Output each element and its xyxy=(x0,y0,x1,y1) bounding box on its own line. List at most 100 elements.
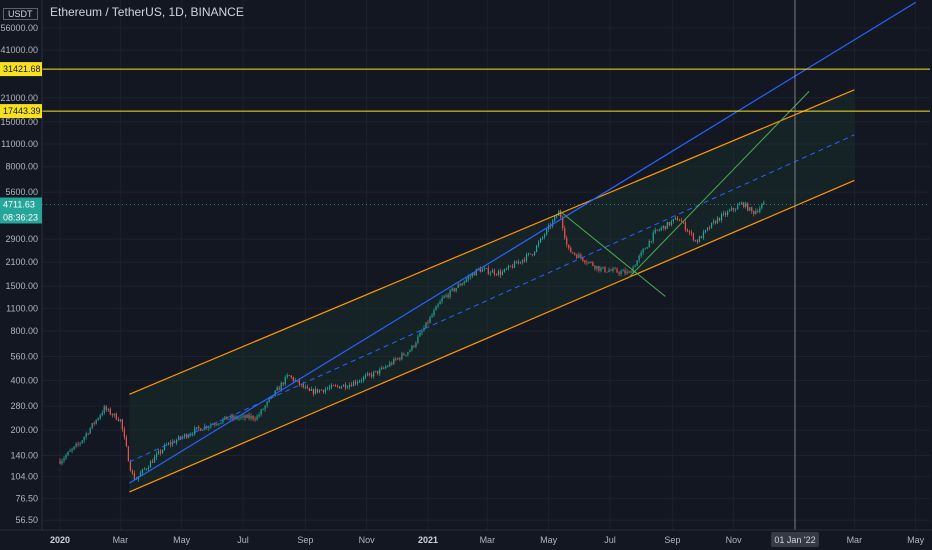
candle-body xyxy=(710,222,713,229)
candle-body xyxy=(161,449,164,453)
candle-body xyxy=(314,388,316,394)
candlestick-series xyxy=(59,200,765,482)
time-tick-label: Nov xyxy=(359,535,376,545)
channel-fill xyxy=(129,89,855,492)
candle-body xyxy=(326,388,329,390)
candle-body xyxy=(459,284,461,286)
candle-body xyxy=(145,468,148,470)
candle-body xyxy=(495,274,497,276)
candle-body xyxy=(622,270,624,272)
candle-body xyxy=(328,387,331,389)
time-tick-label: Sep xyxy=(664,535,680,545)
candle-body xyxy=(578,254,580,258)
candle-body xyxy=(310,389,312,391)
candle-body xyxy=(292,377,294,381)
candle-body xyxy=(501,271,504,276)
candle-body xyxy=(670,221,672,226)
candle-body xyxy=(397,358,399,360)
candle-body xyxy=(363,377,365,381)
candle-body xyxy=(393,358,395,365)
candle-body xyxy=(509,265,512,267)
price-tags: 31421.68 17443.39 4711.63 08:36:23 xyxy=(0,62,42,224)
candle-body xyxy=(69,450,71,452)
candle-body xyxy=(423,327,425,331)
candle-body xyxy=(564,228,566,239)
candle-body xyxy=(503,269,506,272)
candle-body xyxy=(59,460,61,464)
candle-body xyxy=(493,270,495,275)
channel-median-line xyxy=(129,134,855,463)
candle-body xyxy=(465,279,467,282)
candle-body xyxy=(83,437,85,441)
level-high-tag-bg xyxy=(0,62,42,77)
candle-body xyxy=(467,276,469,280)
candle-body xyxy=(566,238,568,245)
candle-body xyxy=(254,418,256,420)
candle-body xyxy=(419,332,421,337)
candle-body xyxy=(228,418,230,420)
candle-body xyxy=(270,395,272,399)
candle-body xyxy=(194,428,196,435)
candle-body xyxy=(304,386,306,388)
candle-body xyxy=(586,262,588,264)
candle-body xyxy=(678,220,680,222)
candle-body xyxy=(562,217,564,229)
candle-body xyxy=(570,247,572,253)
candle-body xyxy=(517,261,520,264)
candle-body xyxy=(103,406,105,413)
time-tick-label: May xyxy=(907,535,925,545)
candle-body xyxy=(757,211,759,212)
price-tick-label: 76.50 xyxy=(15,494,38,504)
candle-body xyxy=(735,209,737,211)
candle-body xyxy=(298,380,300,385)
candle-body xyxy=(312,389,314,394)
price-tick-label: 56000.00 xyxy=(0,23,38,33)
candle-body xyxy=(300,384,302,385)
candle-body xyxy=(139,473,142,477)
time-tick-label: Jul xyxy=(237,535,249,545)
candle-body xyxy=(515,261,518,264)
candle-body xyxy=(507,265,510,269)
candle-body xyxy=(280,383,282,390)
candle-body xyxy=(73,446,75,449)
price-tick-label: 2900.00 xyxy=(5,234,38,244)
candle-body xyxy=(437,304,439,307)
candle-body xyxy=(188,435,190,438)
candle-body xyxy=(352,381,355,387)
candle-body xyxy=(656,229,658,231)
candle-body xyxy=(248,414,250,419)
candle-body xyxy=(375,370,377,372)
candle-body xyxy=(332,385,335,386)
candle-body xyxy=(634,265,636,267)
candle-body xyxy=(121,419,123,430)
price-axis[interactable]: 56.50 76.50 104.00 140.00 200.00 280.00 400.00… xyxy=(0,0,43,550)
candle-body xyxy=(451,288,453,290)
time-axis[interactable]: 2020 Mar May Jul Sep Nov 2021 Mar May Jul Sep Nov Ma… xyxy=(0,529,932,550)
candle-body xyxy=(111,414,113,416)
time-tick-label: 2020 xyxy=(50,535,70,545)
candle-body xyxy=(262,409,264,411)
candle-body xyxy=(272,395,274,397)
price-tick-label: 140.00 xyxy=(10,450,38,460)
time-tick-label: Mar xyxy=(113,535,129,545)
candle-body xyxy=(525,254,528,261)
candle-body xyxy=(306,386,308,389)
candle-body xyxy=(435,306,437,311)
candle-body xyxy=(523,259,526,261)
candle-body xyxy=(529,253,532,255)
candle-body xyxy=(379,369,381,374)
candle-body xyxy=(596,266,598,269)
candle-body xyxy=(733,208,735,210)
candle-body xyxy=(234,416,236,419)
candle-body xyxy=(252,415,254,419)
candle-body xyxy=(682,221,684,223)
candle-body xyxy=(475,269,477,276)
candle-body xyxy=(308,388,310,391)
candle-body xyxy=(696,240,699,243)
candle-body xyxy=(350,384,353,387)
candle-body xyxy=(702,231,705,239)
grid-lines xyxy=(42,0,930,530)
candle-body xyxy=(355,381,357,384)
candle-body xyxy=(741,202,743,205)
